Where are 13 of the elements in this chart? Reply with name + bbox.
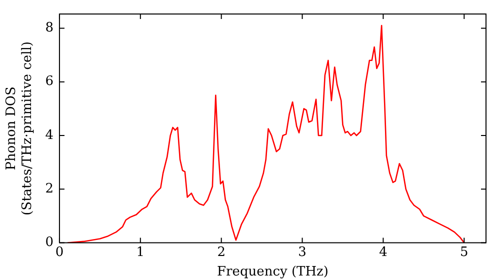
x-tick-label: 1 xyxy=(136,244,145,260)
y-tick-label: 2 xyxy=(45,182,54,197)
y-tick-label: 6 xyxy=(45,74,54,90)
y-tick-label: 8 xyxy=(45,20,54,36)
x-tick-label: 5 xyxy=(460,244,468,260)
y-tick-label: 0 xyxy=(45,235,54,250)
x-axis-title: Frequency (THz) xyxy=(217,264,328,280)
x-tick-label: 3 xyxy=(298,244,306,260)
x-tick-label: 4 xyxy=(379,244,388,260)
x-tick-label: 2 xyxy=(217,244,226,260)
x-tick-label: 0 xyxy=(55,244,64,260)
y-tick-label: 4 xyxy=(45,128,54,143)
y-axis-title: Phonon DOS (States/THz·primitive cell) xyxy=(4,41,35,216)
